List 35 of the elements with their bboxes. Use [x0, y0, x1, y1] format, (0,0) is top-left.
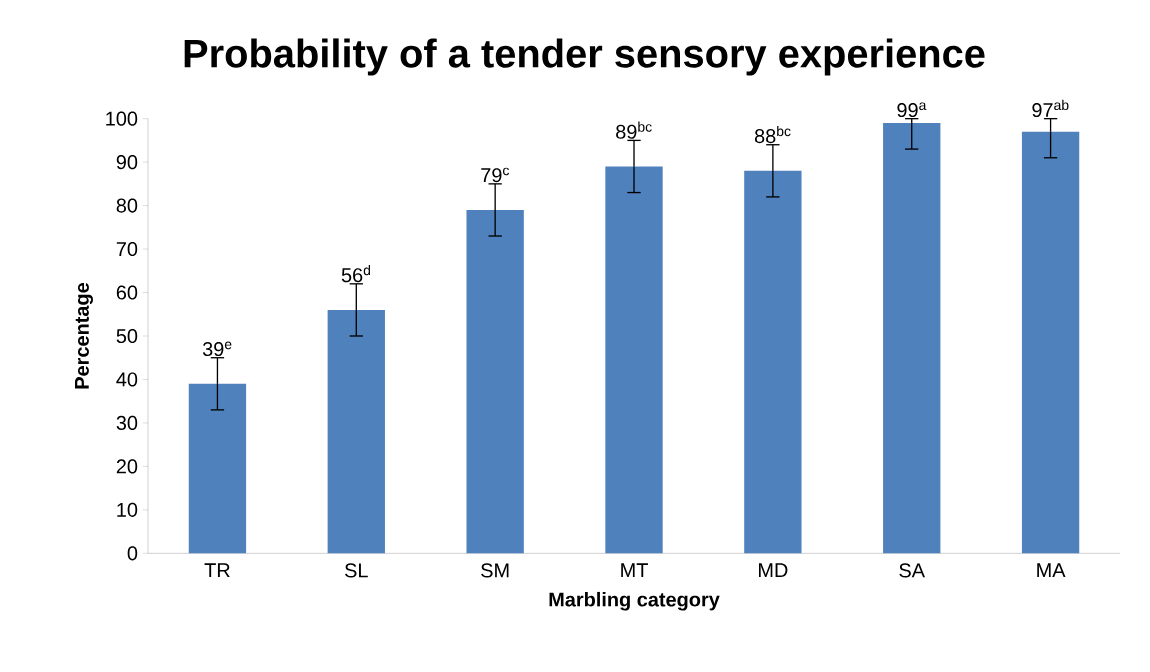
y-tick-label: 100: [106, 111, 138, 126]
x-tick-label: SA: [899, 563, 925, 578]
x-tick-label: MA: [1037, 563, 1066, 578]
chart-title: Probability of a tender sensory experience: [184, 38, 985, 76]
y-tick-label: 40: [116, 372, 138, 387]
data-label: 97$^{ab}$: [1032, 99, 1069, 118]
y-tick-label: 70: [116, 242, 138, 257]
x-tick-label: TR: [204, 563, 230, 578]
x-tick-label: MT: [621, 563, 648, 578]
y-tick-label: 10: [117, 502, 138, 517]
data-label: 88$^{bc}$: [754, 125, 791, 144]
y-tick-label: 20: [116, 459, 138, 474]
y-axis-title: Percentage: [75, 282, 93, 389]
bar: [883, 123, 941, 554]
bar: [605, 166, 663, 554]
bar: [466, 209, 524, 554]
x-tick-label: SM: [481, 563, 509, 578]
y-tick-label: 30: [116, 415, 138, 430]
y-tick-label: 0: [127, 546, 138, 561]
y-tick-label: 60: [116, 285, 138, 300]
x-axis-title: Marbling category: [549, 591, 720, 611]
y-tick-label: 80: [116, 198, 138, 213]
data-label: 99$^{a}$: [897, 102, 927, 118]
y-tick-label: 90: [116, 155, 138, 170]
bar: [1021, 131, 1080, 554]
data-label: 39$^{e}$: [202, 341, 232, 357]
x-tick-label: MD: [759, 563, 788, 578]
data-label: 89$^{bc}$: [616, 121, 652, 139]
y-tick-label: 50: [116, 328, 138, 344]
bar: [188, 383, 247, 554]
bar: [744, 170, 802, 554]
bar: [327, 309, 385, 554]
data-label: 79$^{c}$: [481, 167, 510, 183]
data-label: 56$^{d}$: [341, 265, 371, 283]
x-tick-label: SL: [345, 563, 368, 578]
